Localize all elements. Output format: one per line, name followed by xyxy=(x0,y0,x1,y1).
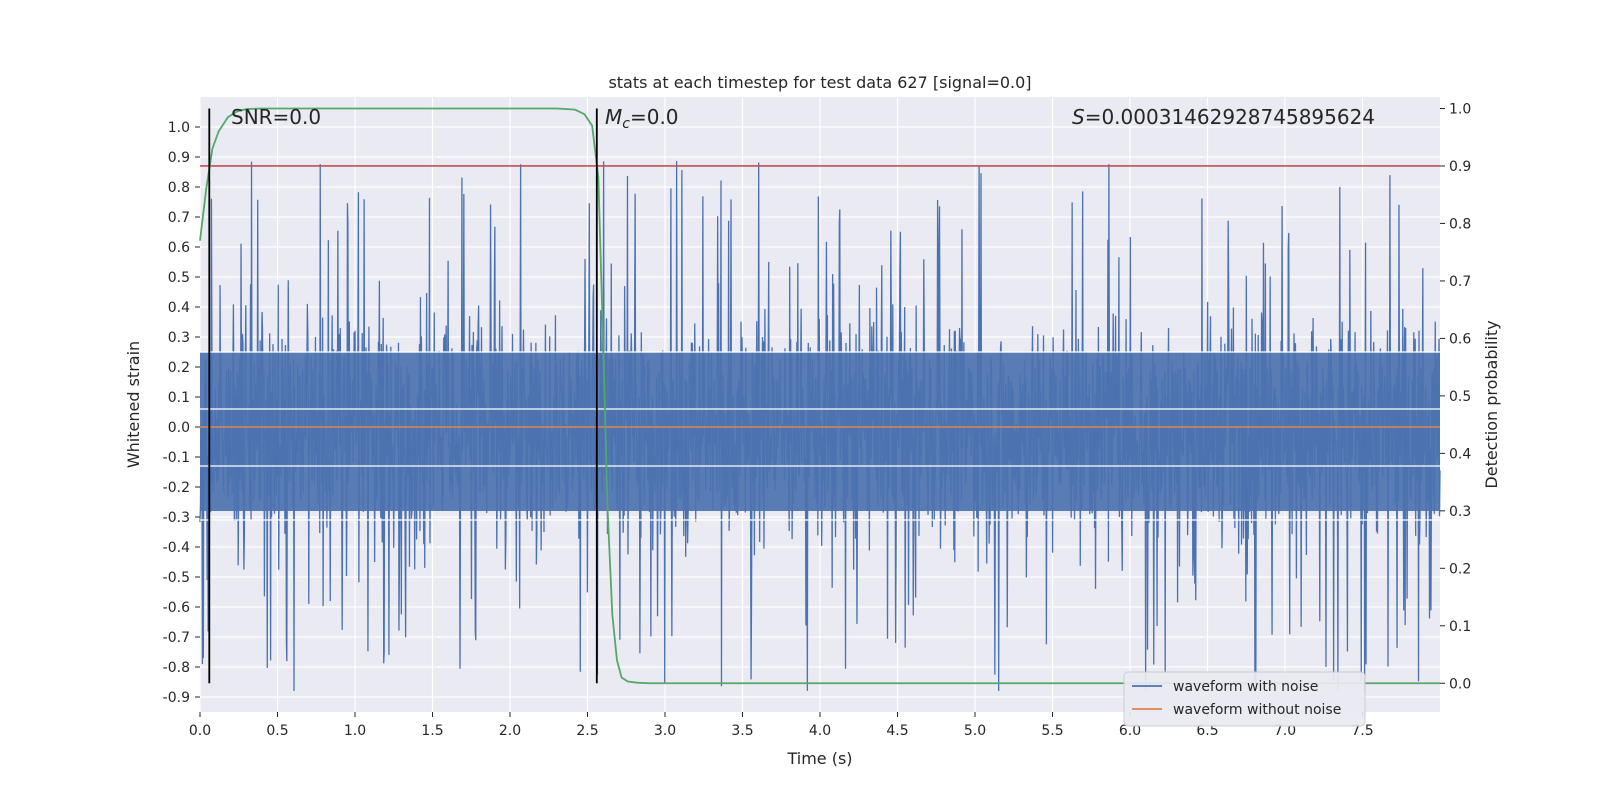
y2-tick-label: 0.7 xyxy=(1449,274,1471,290)
legend-label: waveform with noise xyxy=(1173,679,1318,695)
x-tick-label: 6.5 xyxy=(1196,723,1218,739)
chart-title: stats at each timestep for test data 627… xyxy=(608,73,1031,92)
y2-tick-label: 0.9 xyxy=(1449,159,1471,175)
x-tick-label: 3.5 xyxy=(731,723,753,739)
x-tick-label: 4.5 xyxy=(886,723,908,739)
mc-subscript: c xyxy=(622,116,630,132)
y2-tick-label: 0.8 xyxy=(1449,216,1471,232)
y-tick-label: -0.7 xyxy=(163,630,190,646)
y2-tick-label: 0.5 xyxy=(1449,389,1471,405)
s-value: =0.00031462928745895624 xyxy=(1085,105,1375,129)
x-tick-label: 1.5 xyxy=(421,723,443,739)
x-tick-label: 0.5 xyxy=(266,723,288,739)
y-tick-label: -0.1 xyxy=(163,450,190,466)
y-tick-label: 0.4 xyxy=(168,300,190,316)
mc-value: =0.0 xyxy=(630,105,679,129)
x-tick-label: 0.0 xyxy=(189,723,211,739)
s-symbol: S xyxy=(1072,105,1085,129)
y-tick-label: 0.3 xyxy=(168,330,190,346)
y-tick-label: -0.8 xyxy=(163,660,190,676)
y-tick-label: -0.4 xyxy=(163,540,190,556)
y-tick-label: -0.9 xyxy=(163,690,190,706)
x-tick-label: 6.0 xyxy=(1119,723,1141,739)
legend-box xyxy=(1123,671,1366,727)
legend-label: waveform without noise xyxy=(1173,702,1341,718)
gridlines-overlay xyxy=(200,351,1440,521)
y2-tick-label: 0.2 xyxy=(1449,561,1471,577)
y2-tick-label: 0.4 xyxy=(1449,446,1471,462)
x-tick-label: 7.0 xyxy=(1274,723,1296,739)
series-detection-probability xyxy=(199,107,1440,685)
y-tick-label: 0.8 xyxy=(168,180,190,196)
noise-core-band xyxy=(200,352,1440,511)
y-tick-label: 0.9 xyxy=(168,150,190,166)
y-tick-label: 0.2 xyxy=(168,360,190,376)
y-tick-label: 0.1 xyxy=(168,390,190,406)
y-tick-label: 0.6 xyxy=(168,240,190,256)
snr-annotation: SNR=0.0 xyxy=(231,105,321,129)
x-axis-label: Time (s) xyxy=(786,749,852,768)
x-tick-label: 2.5 xyxy=(576,723,598,739)
y-axis-label: Whitened strain xyxy=(124,341,143,468)
mc-annotation: Mc=0.0 xyxy=(605,105,679,132)
y2-tick-label: 0.3 xyxy=(1449,504,1471,520)
x-tick-label: 3.0 xyxy=(654,723,676,739)
y-tick-label: 1.0 xyxy=(168,120,190,136)
y-tick-label: -0.3 xyxy=(163,510,190,526)
y-tick-label: 0.5 xyxy=(168,270,190,286)
x-tick-label: 7.5 xyxy=(1351,723,1373,739)
x-tick-label: 5.0 xyxy=(964,723,986,739)
y-tick-label: -0.5 xyxy=(163,570,190,586)
y-tick-label: -0.6 xyxy=(163,600,190,616)
mc-symbol: M xyxy=(605,105,622,129)
s-annotation: S=0.00031462928745895624 xyxy=(1072,105,1375,129)
y-tick-label: 0.7 xyxy=(168,210,190,226)
y-tick-label: -0.2 xyxy=(163,480,190,496)
y-tick-label: 0.0 xyxy=(168,420,190,436)
y2-tick-label: 1.0 xyxy=(1449,101,1471,117)
y2-tick-label: 0.1 xyxy=(1449,619,1471,635)
x-tick-label: 4.0 xyxy=(809,723,831,739)
x-tick-label: 2.0 xyxy=(499,723,521,739)
x-tick-label: 1.0 xyxy=(344,723,366,739)
y2-axis-label: Detection probability xyxy=(1482,320,1501,488)
y2-tick-label: 0.0 xyxy=(1449,676,1471,692)
x-tick-label: 5.5 xyxy=(1041,723,1063,739)
y2-tick-label: 0.6 xyxy=(1449,331,1471,347)
legend: waveform with noise waveform without nois… xyxy=(1123,671,1366,727)
